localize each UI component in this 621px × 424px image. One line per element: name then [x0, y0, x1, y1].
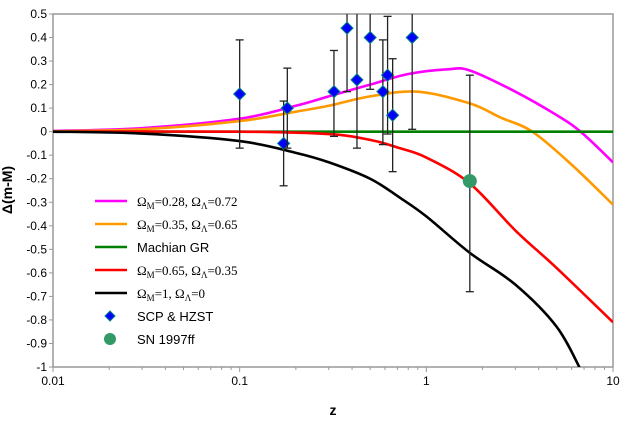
y-axis-label: Δ(m-M): [0, 166, 15, 214]
series-line--m-0-28-0-72: [53, 66, 613, 164]
series-line--m-1-0: [53, 130, 581, 367]
y-tick-label: 0.2: [30, 78, 47, 92]
legend-label: ΩM=0.35, ΩΛ=0.65: [137, 217, 238, 234]
legend-label-part: Λ: [201, 270, 208, 280]
y-tick-label: 0: [40, 125, 47, 139]
legend-label-part: =0: [191, 286, 205, 301]
y-tick-label: 0.3: [30, 54, 47, 68]
legend-label-part: =0.35, Ω: [155, 217, 201, 232]
legend-label-part: M: [147, 293, 155, 303]
x-tick-label: 0.01: [41, 374, 65, 388]
legend-label-part: =0.35: [207, 263, 237, 278]
x-tick-label: 0.1: [231, 374, 248, 388]
legend-label-part: M: [147, 224, 155, 234]
legend-label-part: =0.28, Ω: [155, 194, 201, 209]
data-point-diamond: [405, 30, 419, 45]
x-axis-label: z: [330, 402, 337, 418]
data-point-circle: [462, 174, 477, 189]
y-tick-label: -0.2: [26, 172, 47, 186]
data-point-diamond: [350, 73, 364, 87]
y-tick-label: 0.1: [30, 101, 47, 115]
legend-diamond-icon: [104, 310, 116, 322]
y-tick-label: -0.3: [26, 195, 47, 209]
legend-label-part: Λ: [201, 224, 208, 234]
legend-label-part: =1, Ω: [155, 286, 185, 301]
y-tick-label: 0.5: [30, 7, 47, 21]
legend-label: SCP & HZST: [137, 309, 213, 324]
data-point-diamond: [385, 108, 400, 122]
y-tick-label: -1: [36, 360, 47, 374]
legend-label-part: =0.65, Ω: [155, 263, 201, 278]
legend-label-part: M: [147, 201, 155, 211]
data-point-diamond: [380, 68, 395, 82]
data-point-diamond: [327, 84, 341, 99]
x-tick-label: 1: [423, 374, 430, 388]
y-tick-label: -0.5: [26, 242, 47, 256]
legend-label-part: =0.72: [207, 194, 237, 209]
legend-label-part: Λ: [201, 201, 208, 211]
legend-label: ΩM=0.65, ΩΛ=0.35: [137, 263, 238, 280]
legend-circle-icon: [104, 333, 116, 345]
data-point-diamond: [376, 84, 390, 99]
legend-label: SN 1997ff: [137, 332, 195, 347]
legend-label-part: M: [147, 270, 155, 280]
legend-label: Machian GR: [137, 240, 209, 255]
y-tick-label: -0.7: [26, 289, 47, 303]
y-tick-label: 0.4: [30, 31, 47, 45]
data-point-diamond: [232, 87, 247, 101]
legend-label-part: Machian GR: [137, 240, 209, 255]
x-tick-label: 10: [606, 374, 620, 388]
y-tick-label: -0.9: [26, 336, 47, 350]
y-tick-label: -0.8: [26, 313, 47, 327]
y-tick-label: -0.6: [26, 266, 47, 280]
legend-label-part: Ω: [137, 263, 147, 278]
legend-label-part: =0.65: [207, 217, 237, 232]
data-point-diamond: [280, 101, 295, 115]
y-tick-label: -0.4: [26, 219, 47, 233]
plot-area: [52, 13, 614, 368]
legend-label: ΩM=0.28, ΩΛ=0.72: [137, 194, 238, 211]
legend-label-part: Λ: [185, 293, 192, 303]
y-tick-label: -0.1: [26, 148, 47, 162]
legend-label-part: Ω: [137, 286, 147, 301]
legend-label: ΩM=1, ΩΛ=0: [137, 286, 205, 303]
legend-label-part: Ω: [137, 217, 147, 232]
data-point-diamond: [340, 21, 354, 35]
legend-label-part: Ω: [137, 194, 147, 209]
data-point-diamond: [363, 30, 377, 45]
